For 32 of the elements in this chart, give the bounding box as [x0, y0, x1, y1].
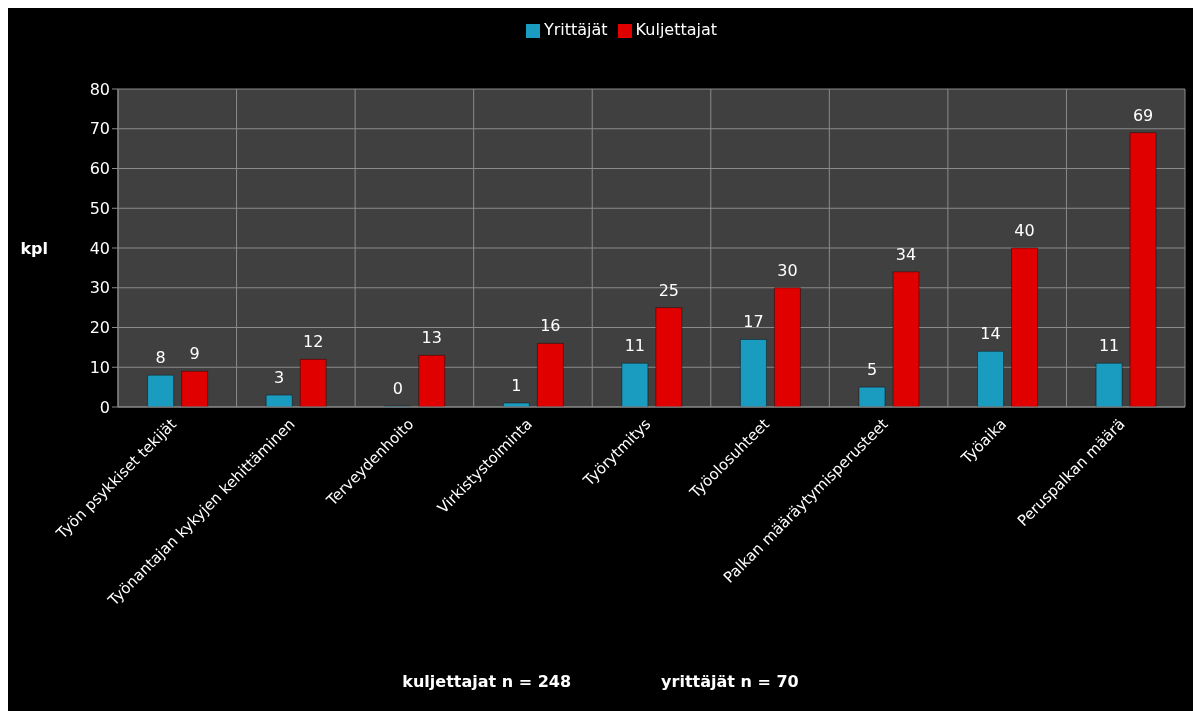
- data-label: 34: [895, 244, 917, 264]
- data-label: 0: [392, 379, 403, 398]
- y-tick-label: 20: [89, 318, 110, 338]
- data-label: 8: [155, 348, 166, 368]
- data-label: 5: [866, 360, 878, 380]
- text: yrittäjät n = 70: [661, 672, 799, 691]
- data-label: 1: [511, 376, 522, 396]
- y-tick-label: 50: [89, 198, 110, 218]
- data-label: 13: [421, 328, 442, 348]
- y-tick-label: 10: [89, 357, 110, 377]
- y-tick-label: 30: [89, 278, 110, 298]
- data-label: 14: [980, 324, 1001, 344]
- y-tick-label: 40: [89, 238, 110, 258]
- data-label: 17: [743, 312, 764, 332]
- legend-label: Kuljettajat: [635, 20, 718, 39]
- data-label: 40: [1014, 221, 1035, 240]
- data-label: 9: [189, 344, 200, 364]
- data-label: 11: [1098, 336, 1120, 356]
- y-tick-label: 70: [89, 119, 110, 139]
- y-axis-title: kpl: [20, 238, 48, 258]
- data-label: 69: [1132, 105, 1154, 125]
- data-label: 3: [274, 368, 285, 388]
- y-tick-label: 0: [99, 397, 110, 417]
- y-tick-label: 80: [89, 79, 110, 99]
- y-tick-label: 60: [89, 159, 110, 179]
- text: kuljettajat n = 248: [402, 672, 572, 691]
- legend-label: Yrittäjät: [543, 20, 608, 39]
- data-label: 12: [303, 332, 324, 352]
- data-label: 30: [777, 260, 798, 280]
- data-label: 11: [624, 336, 646, 356]
- data-label: 25: [658, 280, 680, 300]
- data-label: 16: [540, 316, 561, 336]
